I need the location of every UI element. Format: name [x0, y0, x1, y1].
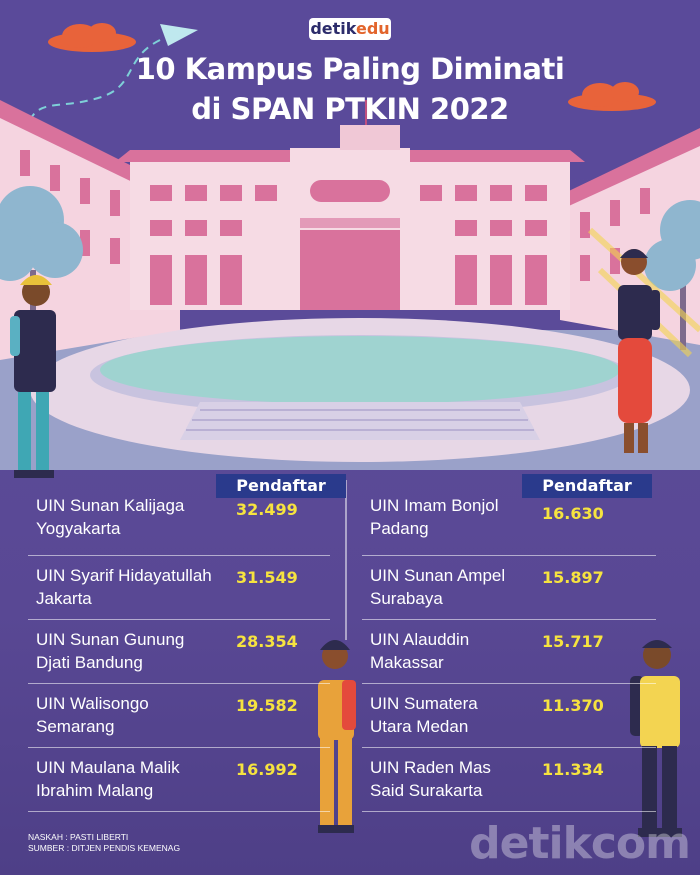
applicant-count: 11.334 [542, 760, 604, 779]
campus-name: UIN Maulana Malik Ibrahim Malang [36, 758, 180, 800]
list-item: UIN Sunan Gunung Djati Bandung 28.354 [28, 620, 330, 684]
list-item: UIN Raden Mas Said Surakarta 11.334 [362, 748, 656, 812]
left-column-header: Pendaftar [216, 474, 346, 498]
applicant-count: 28.354 [236, 632, 298, 651]
applicant-count: 15.897 [542, 568, 604, 587]
campus-name: UIN Imam Bonjol Padang [370, 496, 499, 538]
applicant-count: 32.499 [236, 500, 298, 519]
campus-name: UIN Walisongo Semarang [36, 694, 149, 736]
cloud-right-icon [568, 82, 656, 111]
applicant-count: 11.370 [542, 696, 604, 715]
list-item: UIN Maulana Malik Ibrahim Malang 16.992 [28, 748, 330, 812]
student-middle-figure [318, 480, 356, 833]
student-left-figure [10, 275, 56, 478]
student-right-top-figure [618, 249, 660, 453]
student-right-bottom-figure [630, 640, 682, 837]
paper-plane-icon [160, 24, 198, 46]
brand-logo: detikedu [309, 18, 391, 40]
campus-name: UIN Sunan Ampel Surabaya [370, 566, 506, 608]
list-item: UIN Walisongo Semarang 19.582 [28, 684, 330, 748]
credit-author: NASKAH : PASTI LIBERTI [28, 832, 129, 842]
watermark-logo: detikcom [469, 818, 691, 869]
list-item: UIN Sunan Ampel Surabaya 15.897 [362, 556, 656, 620]
right-ranking-list: UIN Imam Bonjol Padang 16.630 UIN Sunan … [362, 492, 656, 812]
left-ranking-list: UIN Sunan Kalijaga Yogyakarta 32.499 UIN… [28, 492, 330, 812]
list-item: UIN Sunan Kalijaga Yogyakarta 32.499 [28, 492, 330, 556]
list-item: UIN Syarif Hidayatullah Jakarta 31.549 [28, 556, 330, 620]
campus-name: UIN Syarif Hidayatullah Jakarta [36, 566, 212, 608]
campus-name: UIN Alauddin Makassar [370, 630, 470, 672]
list-item: UIN Imam Bonjol Padang 16.630 [362, 492, 656, 556]
list-item: UIN Sumatera Utara Medan 11.370 [362, 684, 656, 748]
applicant-count: 31.549 [236, 568, 298, 587]
right-column-header: Pendaftar [522, 474, 652, 498]
campus-name: UIN Sunan Kalijaga Yogyakarta [36, 496, 185, 538]
applicant-count: 19.582 [236, 696, 298, 715]
title-line-1: 10 Kampus Paling Diminati [135, 52, 565, 86]
credit-source: SUMBER : DITJEN PENDIS KEMENAG [28, 843, 181, 853]
campus-name: UIN Sumatera Utara Medan [370, 694, 478, 736]
list-item: UIN Alauddin Makassar 15.717 [362, 620, 656, 684]
campus-name: UIN Raden Mas Said Surakarta [370, 758, 491, 800]
tree-right-icon [644, 200, 700, 350]
applicant-count: 15.717 [542, 632, 604, 651]
cloud-left-icon [48, 23, 136, 52]
campus-name: UIN Sunan Gunung Djati Bandung [36, 630, 185, 672]
applicant-count: 16.630 [542, 504, 604, 523]
applicant-count: 16.992 [236, 760, 298, 779]
title-line-2: di SPAN PTKIN 2022 [191, 92, 509, 126]
